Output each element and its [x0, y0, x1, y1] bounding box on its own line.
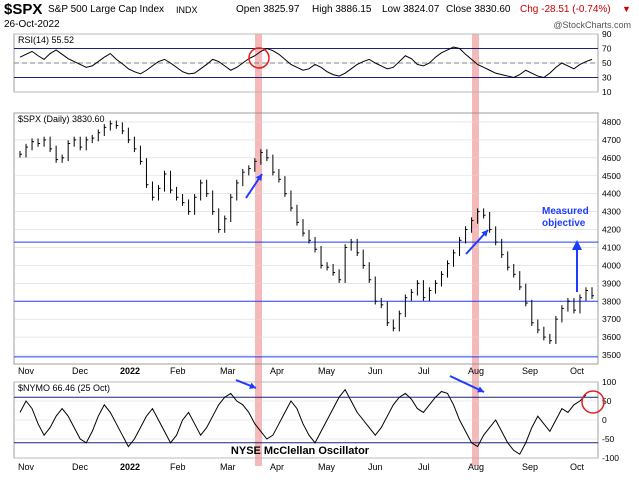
x-tick-label: Dec	[72, 462, 89, 472]
x-tick-label: Apr	[270, 366, 284, 376]
y-tick-label: 4400	[602, 189, 621, 199]
x-tick-label: Oct	[570, 366, 585, 376]
highlight-band-2	[472, 34, 479, 466]
exchange-label: INDX	[176, 5, 198, 15]
x-tick-label: Jul	[418, 462, 430, 472]
y-tick-label: 30	[602, 73, 612, 83]
rsi-series-line	[19, 46, 593, 79]
y-tick-label: 50	[602, 396, 612, 406]
measured-objective-label-2: objective	[542, 218, 586, 229]
x-tick-label: Aug	[468, 462, 484, 472]
measured-arrowhead	[572, 240, 582, 250]
price-arrow-2-head	[481, 230, 488, 237]
x-tick-label: Oct	[570, 462, 585, 472]
price-arrow-1-head	[255, 174, 262, 181]
index-name: S&P 500 Large Cap Index	[48, 4, 165, 15]
y-tick-label: 3800	[602, 296, 621, 306]
watermark: @StockCharts.com	[553, 20, 631, 30]
date-label: 26-Oct-2022	[4, 19, 60, 30]
y-tick-label: 3900	[602, 278, 621, 288]
panel-frame-price	[13, 112, 599, 365]
x-tick-label: Nov	[18, 462, 35, 472]
change-arrow-icon: ▼	[622, 4, 631, 14]
open-value: Open 3825.97	[236, 4, 300, 15]
low-value: Low 3824.07	[382, 4, 440, 15]
x-tick-label: Feb	[170, 366, 186, 376]
y-tick-label: 4600	[602, 153, 621, 163]
y-tick-label: 4300	[602, 207, 621, 217]
x-tick-label: Aug	[468, 366, 484, 376]
x-tick-label: Sep	[522, 462, 538, 472]
rsi-circle	[248, 47, 270, 69]
osc-arrow-2-head	[477, 386, 484, 393]
x-tick-label: May	[318, 366, 336, 376]
x-tick-label: Jul	[418, 366, 430, 376]
x-tick-label: Mar	[220, 462, 236, 472]
panel-label-rsi: RSI(14) 55.52	[18, 35, 74, 45]
y-tick-label: 50	[602, 58, 612, 68]
x-tick-label: 2022	[120, 366, 140, 376]
y-tick-label: 4500	[602, 171, 621, 181]
x-tick-label: Jun	[368, 366, 383, 376]
x-tick-label: Mar	[220, 366, 236, 376]
symbol-label: $SPX	[4, 1, 43, 18]
y-tick-label: 100	[602, 377, 616, 387]
y-tick-label: -50	[602, 434, 615, 444]
oscillator-title: NYSE McClellan Oscillator	[231, 445, 370, 457]
change-value: Chg -28.51 (-0.74%)	[520, 4, 611, 15]
osc-arrow-2	[449, 375, 485, 393]
high-value: High 3886.15	[312, 4, 372, 15]
y-tick-label: 3600	[602, 332, 621, 342]
y-tick-label: 4200	[602, 225, 621, 235]
x-tick-label: Sep	[522, 366, 538, 376]
x-tick-label: Jun	[368, 462, 383, 472]
y-tick-label: 3700	[602, 314, 621, 324]
y-tick-label: 4000	[602, 260, 621, 270]
y-tick-label: 3500	[602, 350, 621, 360]
highlight-band-1	[255, 34, 262, 466]
y-tick-label: 90	[602, 29, 612, 39]
x-tick-label: Feb	[170, 462, 186, 472]
x-tick-label: Nov	[18, 366, 35, 376]
panel-label-price: $SPX (Daily) 3830.60	[18, 114, 105, 124]
x-tick-label: Dec	[72, 366, 89, 376]
y-tick-label: 4800	[602, 117, 621, 127]
y-tick-label: 4700	[602, 135, 621, 145]
oscillator-series-line	[19, 388, 587, 455]
y-tick-label: 0	[602, 415, 607, 425]
chart-header: $SPX S&P 500 Large Cap Index INDX 26-Oct…	[4, 1, 635, 31]
x-tick-label: May	[318, 462, 336, 472]
osc-arrow-1-head	[249, 382, 256, 389]
y-tick-label: 10	[602, 87, 612, 97]
measured-objective-label: Measured	[542, 206, 589, 217]
y-tick-label: 4100	[602, 242, 621, 252]
y-tick-label: -100	[602, 453, 619, 463]
panel-label-oscillator: $NYMO 66.46 (25 Oct)	[18, 383, 110, 393]
close-value: Close 3830.60	[446, 4, 511, 15]
y-tick-label: 70	[602, 44, 612, 54]
x-tick-label: 2022	[120, 462, 140, 472]
x-tick-label: Apr	[270, 462, 284, 472]
oscillator-circle	[581, 390, 605, 414]
